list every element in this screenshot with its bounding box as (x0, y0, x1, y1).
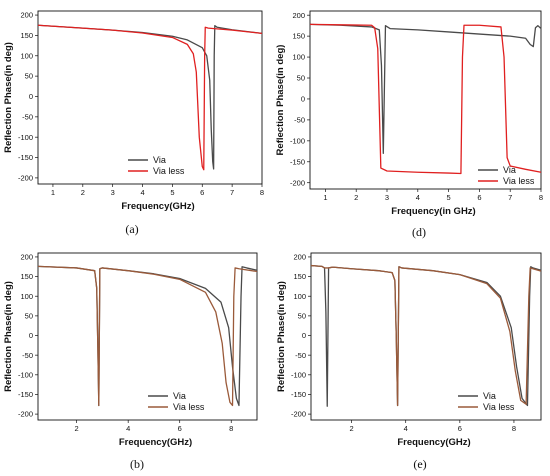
x-tick-label: 3 (111, 188, 115, 197)
y-tick-label: -200 (18, 173, 33, 182)
y-tick-label: -100 (18, 133, 33, 142)
y-tick-label: -50 (295, 351, 306, 360)
legend-label: Via less (153, 166, 185, 176)
series-line (309, 23, 542, 175)
y-tick-label: -150 (291, 390, 306, 399)
chart-panel: 200 150 100 50 0 -50 -100 -150 -200 2 4 6 8 Frequency… (276, 252, 542, 471)
chart-panel: 200 150 100 50 0 -50 -100 -150 -200 1 2 3 4 5 6 7 8 Frequ… (275, 10, 543, 239)
legend-label: Via less (483, 402, 515, 412)
y-tick-label: 100 (20, 292, 33, 301)
y-tick-label: 200 (293, 253, 306, 262)
plot-frame (309, 10, 542, 190)
y-tick-label: 50 (297, 74, 305, 83)
y-tick-label: 50 (25, 72, 33, 81)
y-tick-label: -200 (18, 410, 33, 419)
legend-label: Via (153, 155, 166, 165)
y-tick-label: -200 (291, 410, 306, 419)
legend-label: Via less (173, 402, 205, 412)
y-tick-label: 150 (293, 272, 306, 281)
x-tick-label: 4 (404, 424, 408, 433)
x-tick-label: 4 (126, 424, 130, 433)
y-tick-label: -50 (22, 351, 33, 360)
plot-frame (310, 252, 542, 421)
y-tick-label: -150 (18, 153, 33, 162)
x-tick-label: 5 (447, 193, 451, 202)
x-tick-label: 5 (170, 188, 174, 197)
x-tick-label: 8 (229, 424, 233, 433)
y-tick-label: 200 (292, 11, 305, 20)
x-tick-label: 2 (354, 193, 358, 202)
y-tick-label: 150 (292, 32, 305, 41)
x-tick-label: 7 (230, 188, 234, 197)
y-tick-label: 50 (298, 311, 306, 320)
y-tick-label: -150 (290, 157, 305, 166)
series-line (37, 265, 258, 407)
x-tick-label: 8 (260, 188, 264, 197)
x-axis-label: Frequency(GHz) (121, 201, 194, 212)
series-line (37, 24, 263, 170)
panel-caption: (a) (125, 222, 138, 236)
chart-panel: 200 150 100 50 0 -50 -100 -150 -200 2 4 6 8 Frequency… (3, 252, 258, 471)
x-tick-label: 2 (75, 424, 79, 433)
x-tick-label: 2 (350, 424, 354, 433)
legend-label: Via (173, 391, 186, 401)
y-axis-label: Reflection Phase(in deg) (275, 45, 286, 156)
y-tick-label: 200 (20, 253, 33, 262)
legend-label: Via (503, 165, 516, 175)
y-tick-label: 100 (292, 53, 305, 62)
x-axis-label: Frequency(GHz) (397, 437, 470, 448)
plot-frame (37, 252, 258, 421)
x-tick-label: 1 (51, 188, 55, 197)
y-tick-label: 100 (20, 51, 33, 60)
y-tick-label: 0 (29, 331, 33, 340)
y-tick-label: -100 (18, 370, 33, 379)
x-tick-label: 6 (477, 193, 481, 202)
y-tick-label: 50 (25, 311, 33, 320)
y-tick-label: -100 (290, 136, 305, 145)
y-tick-label: 150 (20, 31, 33, 40)
series-line (310, 264, 542, 407)
y-tick-label: 0 (29, 92, 33, 101)
x-tick-label: 6 (200, 188, 204, 197)
x-tick-label: 7 (508, 193, 512, 202)
x-tick-label: 2 (81, 188, 85, 197)
series-line (310, 264, 542, 407)
x-tick-label: 4 (416, 193, 420, 202)
y-tick-label: -200 (290, 178, 305, 187)
x-tick-label: 8 (512, 424, 516, 433)
y-axis-label: Reflection Phase(in deg) (3, 42, 14, 153)
y-tick-label: 150 (20, 272, 33, 281)
series-line (309, 23, 542, 155)
y-tick-label: -50 (22, 112, 33, 121)
y-tick-label: -50 (294, 115, 305, 124)
legend-label: Via (483, 391, 496, 401)
series-line (37, 265, 258, 407)
plot-frame (37, 10, 263, 185)
panel-caption: (d) (412, 225, 426, 239)
x-tick-label: 6 (178, 424, 182, 433)
x-axis-label: Frequency(GHz) (119, 437, 192, 448)
x-tick-label: 8 (539, 193, 543, 202)
y-tick-label: 0 (301, 95, 305, 104)
y-tick-label: -150 (18, 390, 33, 399)
y-tick-label: 100 (293, 292, 306, 301)
x-tick-label: 3 (385, 193, 389, 202)
panel-caption: (e) (413, 457, 426, 471)
panel-caption: (b) (130, 457, 144, 471)
y-tick-label: 0 (302, 331, 306, 340)
series-line (37, 24, 263, 171)
x-tick-label: 1 (323, 193, 327, 202)
legend-label: Via less (503, 176, 535, 186)
x-tick-label: 6 (458, 424, 462, 433)
chart-panel: 200 150 100 50 0 -50 -100 -150 -200 1 2 3 4 5 6 7 8 Frequ… (3, 10, 264, 236)
x-tick-label: 4 (140, 188, 144, 197)
y-tick-label: 200 (20, 11, 33, 20)
y-tick-label: -100 (291, 370, 306, 379)
y-axis-label: Reflection Phase(in deg) (276, 281, 287, 392)
x-axis-label: Frequency(in GHz) (391, 206, 475, 217)
y-axis-label: Reflection Phase(in deg) (3, 281, 14, 392)
